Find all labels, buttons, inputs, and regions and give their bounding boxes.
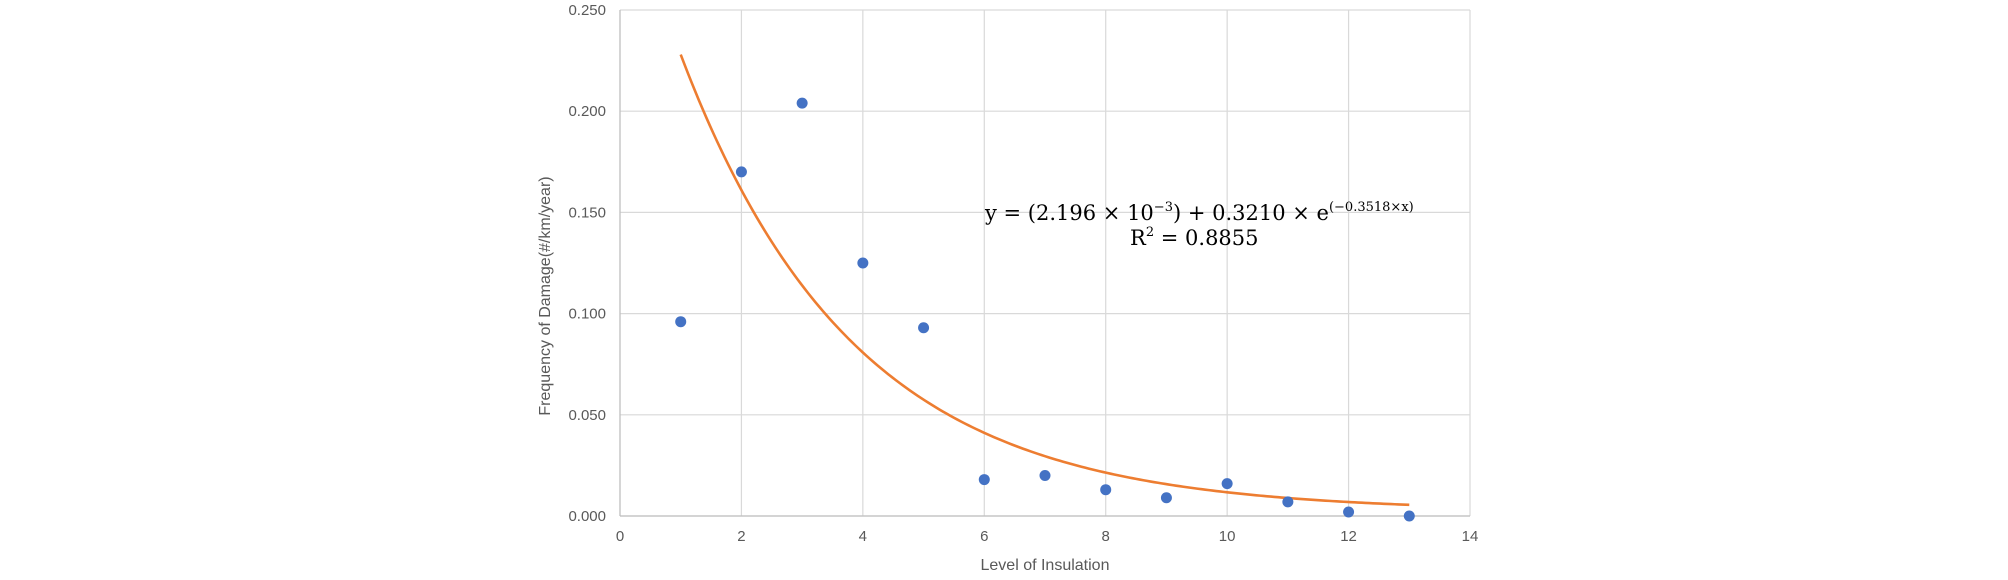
equation-exponent-1: −3 — [1154, 200, 1173, 215]
x-tick-label: 0 — [616, 528, 624, 545]
data-point — [1039, 470, 1051, 482]
equation-exponent-2: (−0.3518×x) — [1329, 200, 1414, 215]
data-point — [735, 166, 747, 178]
x-tick-label: 8 — [1102, 528, 1110, 545]
x-tick-label: 14 — [1462, 528, 1479, 545]
y-tick-label: 0.200 — [568, 103, 606, 120]
y-tick-label: 0.150 — [568, 204, 606, 221]
r2-tail: = 0.8855 — [1154, 226, 1258, 250]
data-point — [857, 257, 869, 269]
x-tick-label: 6 — [980, 528, 988, 545]
trendline — [679, 54, 1410, 507]
data-point — [1343, 506, 1355, 518]
data-point — [1221, 478, 1233, 490]
r-squared-label: R2 = 0.8855 — [1130, 225, 1259, 250]
y-tick-label: 0.050 — [568, 407, 606, 424]
data-point — [1282, 496, 1294, 508]
axes — [619, 10, 1470, 517]
equation-lead: y = (2.196 × 10 — [984, 201, 1154, 225]
data-point — [918, 322, 930, 334]
data-point — [1403, 510, 1415, 522]
data-point — [978, 474, 990, 486]
grid — [619, 9, 1471, 517]
y-axis-title: Frequency of Damage(#/km/year) — [537, 176, 554, 415]
data-points — [675, 97, 1415, 522]
x-tick-label: 2 — [737, 528, 745, 545]
data-point — [796, 97, 808, 109]
tick-labels: 0 2 4 6 8 10 12 14 0.000 0.050 0.100 0.150 0.200 0.25… — [568, 2, 1478, 545]
x-tick-label: 4 — [859, 528, 867, 545]
y-tick-label: 0.000 — [568, 508, 606, 525]
y-tick-label: 0.250 — [568, 2, 606, 19]
trendline-equation: y = (2.196 × 10−3) + 0.3210 × e(−0.3518×… — [984, 200, 1414, 225]
data-point — [1160, 492, 1172, 504]
x-tick-label: 10 — [1219, 528, 1236, 545]
equation-mid: ) + 0.3210 × e — [1173, 201, 1329, 225]
y-tick-label: 0.100 — [568, 306, 606, 323]
exponential-trendline — [679, 54, 1410, 507]
x-axis-title: Level of Insulation — [981, 557, 1110, 574]
r2-exponent: 2 — [1146, 225, 1154, 240]
r2-lead: R — [1130, 226, 1147, 250]
data-point — [675, 316, 687, 328]
data-point — [1100, 484, 1112, 496]
x-tick-label: 12 — [1340, 528, 1357, 545]
